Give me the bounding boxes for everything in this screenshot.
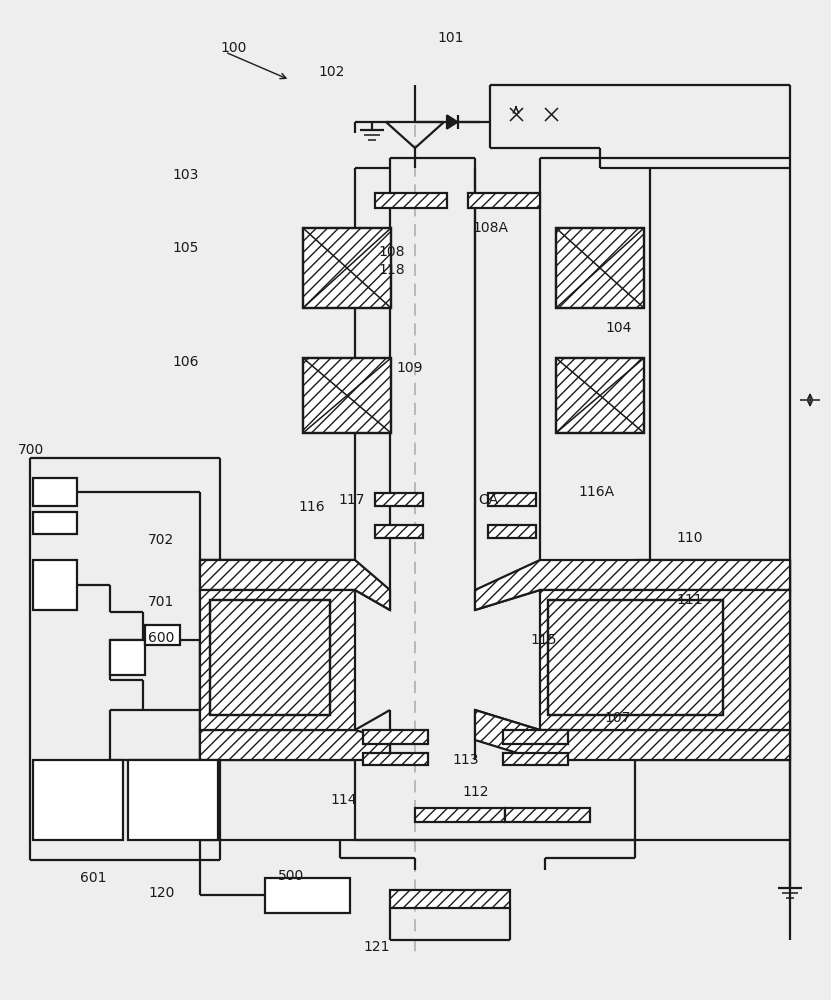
- Bar: [145, 625, 180, 645]
- Text: 110: 110: [676, 531, 702, 545]
- Text: 701: 701: [148, 595, 175, 609]
- Text: 114: 114: [330, 793, 356, 807]
- Text: 600: 600: [148, 631, 175, 645]
- Text: 120: 120: [148, 886, 175, 900]
- Text: 117: 117: [338, 493, 365, 507]
- Bar: [303, 358, 391, 433]
- Bar: [390, 890, 510, 908]
- Bar: [468, 193, 540, 208]
- Text: 103: 103: [172, 168, 199, 182]
- Bar: [556, 228, 644, 308]
- Bar: [415, 808, 505, 822]
- Text: 106: 106: [172, 355, 199, 369]
- Text: 107: 107: [604, 711, 631, 725]
- Polygon shape: [475, 560, 790, 610]
- Bar: [210, 600, 330, 715]
- Bar: [505, 808, 590, 822]
- Bar: [265, 878, 350, 913]
- Bar: [110, 640, 145, 675]
- Bar: [363, 753, 428, 765]
- Bar: [363, 730, 428, 744]
- Polygon shape: [200, 590, 355, 730]
- Bar: [33, 512, 77, 534]
- Bar: [33, 760, 123, 840]
- Text: 105: 105: [172, 241, 199, 255]
- Text: 113: 113: [452, 753, 479, 767]
- Text: 111: 111: [676, 593, 703, 607]
- Bar: [303, 228, 391, 308]
- Text: 108: 108: [378, 245, 405, 259]
- Bar: [375, 193, 447, 208]
- Bar: [210, 600, 330, 715]
- Bar: [488, 493, 536, 506]
- Bar: [503, 753, 568, 765]
- Text: 116: 116: [298, 500, 325, 514]
- Text: 601: 601: [80, 871, 106, 885]
- Bar: [556, 358, 644, 433]
- Bar: [303, 358, 391, 433]
- Bar: [375, 493, 423, 506]
- Text: 109: 109: [396, 361, 422, 375]
- Polygon shape: [200, 560, 390, 610]
- Text: 101: 101: [437, 31, 464, 45]
- Bar: [556, 228, 644, 308]
- Text: 702: 702: [148, 533, 175, 547]
- Text: 116A: 116A: [578, 485, 614, 499]
- Bar: [488, 525, 536, 538]
- Bar: [33, 560, 77, 610]
- Bar: [503, 730, 568, 744]
- Text: 102: 102: [318, 65, 344, 79]
- Polygon shape: [475, 710, 790, 760]
- Text: OA: OA: [478, 493, 498, 507]
- Polygon shape: [447, 115, 458, 129]
- Text: 118: 118: [378, 263, 405, 277]
- Bar: [548, 600, 723, 715]
- Bar: [303, 228, 391, 308]
- Bar: [128, 760, 218, 840]
- Bar: [33, 478, 77, 506]
- Bar: [375, 525, 423, 538]
- Bar: [548, 600, 723, 715]
- Text: 121: 121: [363, 940, 390, 954]
- Bar: [556, 358, 644, 433]
- Text: 500: 500: [278, 869, 304, 883]
- Text: 108A: 108A: [472, 221, 508, 235]
- Text: 104: 104: [605, 321, 632, 335]
- Polygon shape: [540, 590, 790, 730]
- Text: 112: 112: [462, 785, 489, 799]
- Text: 100: 100: [220, 41, 246, 55]
- Text: 700: 700: [18, 443, 44, 457]
- Text: 115: 115: [530, 633, 557, 647]
- Polygon shape: [200, 730, 390, 760]
